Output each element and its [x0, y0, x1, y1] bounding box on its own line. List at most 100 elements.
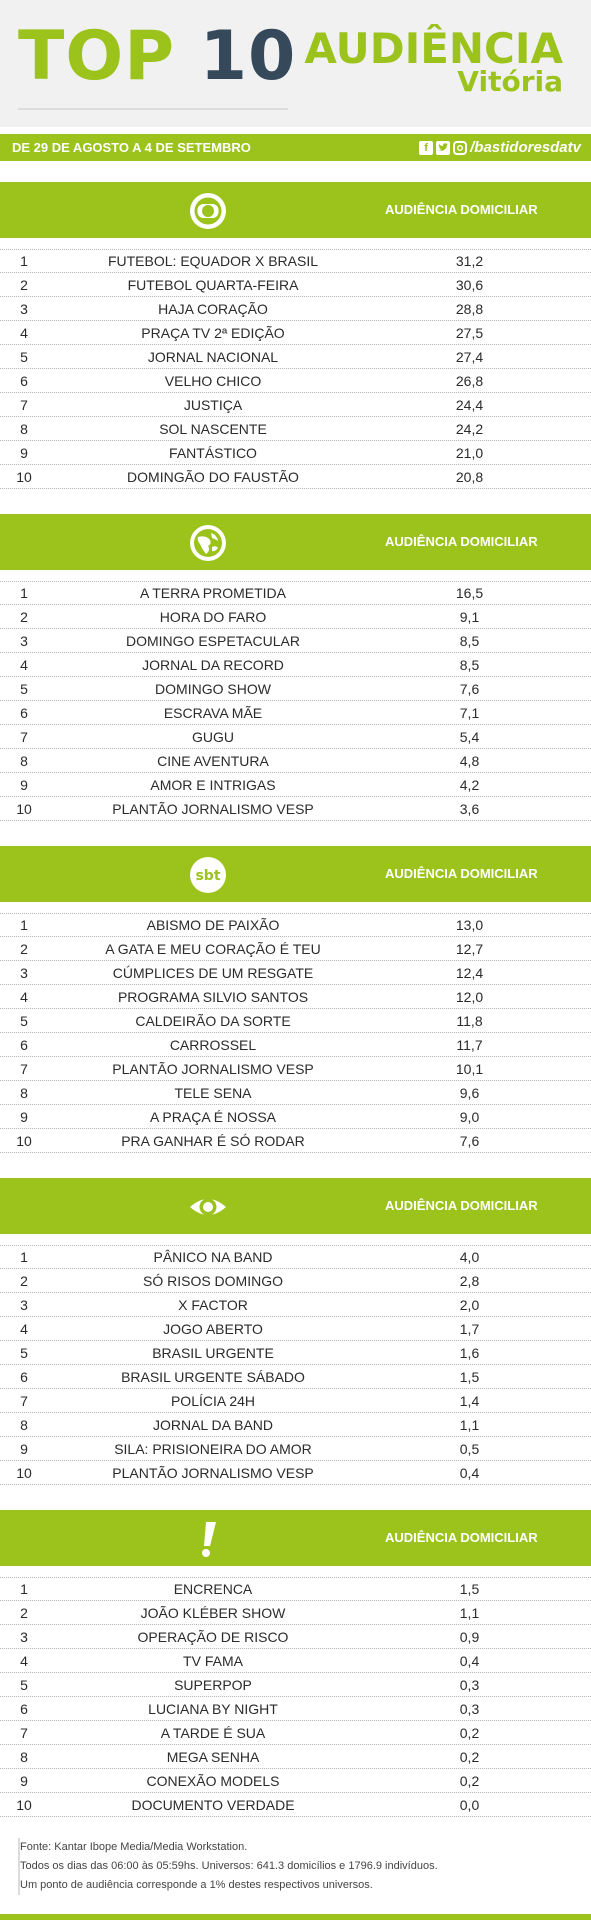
audience-value: 26,8	[455, 372, 484, 389]
rank: 4	[20, 324, 28, 341]
section-header: AUDIÊNCIA DOMICILIAR	[0, 514, 591, 570]
audience-value: 11,8	[456, 1012, 483, 1029]
audience-value: 11,7	[456, 1036, 483, 1053]
rank: 4	[20, 1320, 28, 1337]
table-row: 3 HAJA CORAÇÃO 28,8	[0, 297, 591, 321]
program-name: A GATA E MEU CORAÇÃO É TEU	[105, 940, 321, 957]
table-row: 6 BRASIL URGENTE SÁBADO 1,5	[0, 1365, 591, 1389]
table-row: 3 X FACTOR 2,0	[0, 1293, 591, 1317]
title-shadow	[18, 108, 288, 110]
bottom-bar	[0, 1914, 591, 1920]
table-row: 5 BRASIL URGENTE 1,6	[0, 1341, 591, 1365]
program-name: AMOR E INTRIGAS	[150, 776, 276, 793]
table-row: 9 FANTÁSTICO 21,0	[0, 441, 591, 465]
audience-value: 4,0	[459, 1249, 480, 1265]
table-row: 6 VELHO CHICO 26,8	[0, 369, 591, 393]
program-name: PÂNICO NA BAND	[153, 1249, 273, 1265]
redetv-logo-icon	[202, 1522, 216, 1557]
rank: 7	[20, 1724, 28, 1741]
rank: 8	[20, 1416, 28, 1433]
rank: 3	[20, 1628, 28, 1645]
program-name: DOMINGO SHOW	[155, 680, 271, 697]
table-row: 8 JORNAL DA BAND 1,1	[0, 1413, 591, 1437]
date-bar: DE 29 DE AGOSTO A 4 DE SETEMBRO f /basti…	[0, 134, 591, 161]
program-name: GUGU	[192, 728, 234, 745]
table-row: 8 SOL NASCENTE 24,2	[0, 417, 591, 441]
audience-value: 5,4	[459, 728, 480, 745]
rank: 5	[20, 1676, 28, 1693]
program-name: SOL NASCENTE	[159, 420, 267, 437]
program-name: CINE AVENTURA	[157, 752, 269, 769]
rank: 1	[20, 585, 28, 601]
rank: 5	[20, 348, 28, 365]
program-name: PLANTÃO JORNALISMO VESP	[112, 800, 314, 817]
rank: 5	[20, 680, 28, 697]
audience-value: 8,5	[459, 632, 480, 649]
rank: 6	[20, 704, 28, 721]
rank: 10	[16, 1132, 32, 1149]
program-name: A TARDE É SUA	[160, 1724, 266, 1741]
program-name: POLÍCIA 24H	[170, 1392, 256, 1409]
rank: 7	[20, 728, 28, 745]
band-logo-icon	[190, 1198, 226, 1216]
rank: 1	[20, 917, 28, 933]
audience-value: 24,4	[455, 396, 484, 413]
rank: 9	[20, 1440, 28, 1457]
audience-value: 4,2	[459, 776, 480, 793]
program-name: SUPERPOP	[174, 1676, 252, 1693]
instagram-icon[interactable]	[453, 140, 468, 155]
section-label: AUDIÊNCIA DOMICILIAR	[385, 1530, 538, 1545]
rank: 10	[16, 468, 32, 485]
program-name: DOMINGO ESPETACULAR	[126, 632, 300, 649]
page-header: TOP 10 AUDIÊNCIA Vitória	[0, 0, 591, 127]
audience-value: 30,6	[455, 276, 484, 293]
rank: 6	[20, 1368, 28, 1385]
table-row: 2 A GATA E MEU CORAÇÃO É TEU 12,7	[0, 937, 591, 961]
audience-title: AUDIÊNCIA Vitória	[304, 28, 563, 96]
program-name: JORNAL NACIONAL	[147, 348, 279, 365]
program-name: DOMINGÃO DO FAUSTÃO	[127, 468, 299, 485]
source-footnote: Fonte: Kantar Ibope Media/Media Workstat…	[18, 1838, 438, 1895]
audience-value: 0,5	[459, 1440, 480, 1457]
program-name: JORNAL DA RECORD	[142, 656, 284, 673]
audience-value: 1,1	[459, 1604, 480, 1621]
section-label: AUDIÊNCIA DOMICILIAR	[385, 202, 538, 217]
table-row: 9 AMOR E INTRIGAS 4,2	[0, 773, 591, 797]
table-row: 8 CINE AVENTURA 4,8	[0, 749, 591, 773]
footnote-schedule: Todos os dias das 06:00 às 05:59hs. Univ…	[20, 1860, 438, 1872]
date-range: DE 29 DE AGOSTO A 4 DE SETEMBRO	[12, 140, 251, 155]
rank: 2	[20, 940, 28, 957]
table-row: 3 CÚMPLICES DE UM RESGATE 12,4	[0, 961, 591, 985]
page-title: TOP 10	[18, 23, 296, 91]
program-name: HAJA CORAÇÃO	[158, 300, 268, 317]
table-row: 8 MEGA SENHA 0,2	[0, 1745, 591, 1769]
ranking-list: 1 ABISMO DE PAIXÃO 13,0 2 A GATA E MEU CORA…	[0, 913, 591, 1153]
social-handle[interactable]: f /bastidoresdatv	[419, 139, 581, 156]
program-name: JOGO ABERTO	[163, 1320, 263, 1337]
audience-value: 24,2	[455, 420, 484, 437]
audience-value: 0,4	[459, 1464, 480, 1481]
program-name: VELHO CHICO	[164, 372, 262, 389]
sbt-logo-icon: sbt	[190, 857, 226, 893]
ranking-list: 1 PÂNICO NA BAND 4,0 2 SÓ RISOS DOMINGO 2,8 …	[0, 1245, 591, 1485]
program-name: BRASIL URGENTE SÁBADO	[121, 1368, 305, 1385]
audience-value: 9,0	[459, 1108, 480, 1125]
audience-value: 0,2	[459, 1724, 480, 1741]
twitter-icon[interactable]	[436, 140, 451, 155]
rank: 4	[20, 656, 28, 673]
program-name: TELE SENA	[174, 1084, 252, 1101]
table-row: 1 ABISMO DE PAIXÃO 13,0	[0, 913, 591, 937]
globo-logo-icon	[190, 193, 226, 229]
audience-value: 21,0	[455, 444, 484, 461]
table-row: 4 PRAÇA TV 2ª EDIÇÃO 27,5	[0, 321, 591, 345]
table-row: 7 POLÍCIA 24H 1,4	[0, 1389, 591, 1413]
rank: 9	[20, 444, 28, 461]
table-row: 4 PROGRAMA SILVIO SANTOS 12,0	[0, 985, 591, 1009]
program-name: FANTÁSTICO	[169, 444, 257, 461]
rank: 7	[20, 1392, 28, 1409]
audience-value: 3,6	[459, 800, 480, 817]
facebook-icon[interactable]: f	[419, 140, 434, 155]
audience-value: 7,1	[459, 704, 480, 721]
rank: 9	[20, 776, 28, 793]
audience-value: 0,2	[459, 1748, 480, 1765]
